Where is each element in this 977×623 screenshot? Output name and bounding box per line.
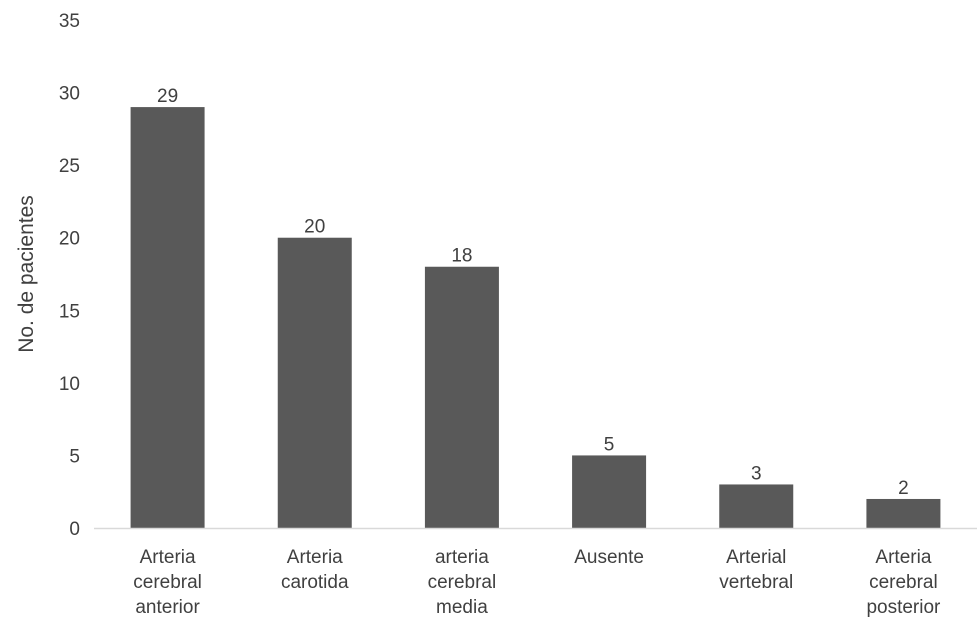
- bar: [572, 455, 647, 528]
- data-labels: 29 20 18 5 3 2: [157, 86, 909, 499]
- bar: [866, 498, 941, 528]
- y-tick-label: 10: [59, 374, 80, 395]
- y-axis-ticks: 0 5 10 15 20 25 30 35: [59, 11, 80, 540]
- x-category-label-line: arteria: [435, 547, 489, 568]
- bar: [424, 266, 499, 528]
- y-tick-label: 35: [59, 11, 80, 32]
- x-category-label-line: cerebral: [428, 572, 497, 593]
- x-axis-labels: Arteria cerebral anterior Arteria carotida ar…: [133, 547, 941, 618]
- y-tick-label: 0: [69, 519, 80, 540]
- x-category-label-line: media: [436, 597, 488, 618]
- bars: [130, 107, 941, 528]
- x-category-label-line: cerebral: [869, 572, 938, 593]
- x-category-label-line: Arteria: [875, 547, 931, 568]
- x-category-label-line: Arteria: [287, 547, 343, 568]
- data-label: 3: [751, 463, 762, 484]
- x-category-label-line: anterior: [135, 597, 200, 618]
- x-category-label-line: carotida: [281, 572, 349, 593]
- data-label: 20: [304, 217, 325, 238]
- y-tick-label: 25: [59, 156, 80, 177]
- x-category-label-line: Arteria: [140, 547, 196, 568]
- x-category-label-line: Ausente: [574, 547, 644, 568]
- x-category-label: Arterial vertebral: [719, 547, 793, 593]
- y-axis-title: No. de pacientes: [15, 195, 38, 353]
- y-tick-label: 15: [59, 301, 80, 322]
- y-tick-label: 30: [59, 84, 80, 105]
- bar: [277, 237, 352, 528]
- x-category-label: Arteria cerebral posterior: [866, 547, 941, 618]
- x-category-label-line: posterior: [866, 597, 941, 618]
- data-label: 18: [451, 246, 472, 267]
- data-label: 29: [157, 86, 178, 107]
- y-tick-label: 20: [59, 229, 80, 250]
- bar: [719, 484, 794, 528]
- x-category-label: Arteria carotida: [281, 547, 349, 593]
- x-category-label-line: cerebral: [133, 572, 202, 593]
- y-tick-label: 5: [69, 446, 80, 467]
- x-category-label: Arteria cerebral anterior: [133, 547, 202, 618]
- x-category-label-line: Arterial: [726, 547, 786, 568]
- bar: [130, 107, 205, 528]
- x-category-label: arteria cerebral media: [428, 547, 497, 618]
- data-label: 2: [898, 478, 909, 499]
- data-label: 5: [604, 434, 615, 455]
- x-category-label-line: vertebral: [719, 572, 793, 593]
- x-category-label: Ausente: [574, 547, 644, 568]
